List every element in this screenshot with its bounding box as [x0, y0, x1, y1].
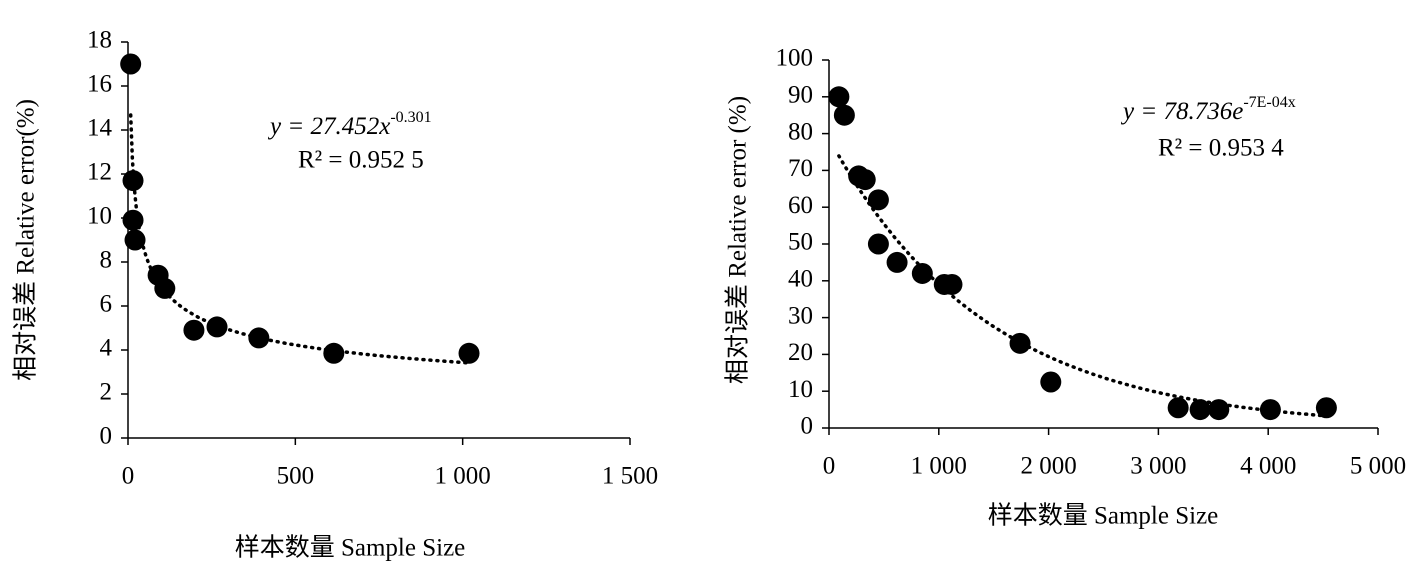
data-point	[206, 316, 228, 338]
equation-main: y = 78.736e	[1120, 98, 1243, 125]
y-tick-label: 80	[788, 118, 813, 145]
equation-main: y = 27.452x	[267, 113, 390, 140]
y-tick-label: 2	[100, 379, 113, 406]
y-tick-label: 0	[100, 423, 113, 450]
data-point	[867, 233, 889, 255]
y-tick-label: 18	[87, 27, 112, 54]
x-axis-label: 样本数量 Sample Size	[988, 502, 1219, 530]
data-point	[1167, 397, 1189, 419]
x-tick-label: 1 500	[602, 463, 658, 490]
y-tick-label: 10	[788, 376, 813, 403]
y-tick-label: 30	[788, 302, 813, 329]
equation: y = 27.452x-0.301	[267, 109, 432, 140]
data-point	[248, 327, 270, 349]
trendline	[837, 154, 1329, 418]
y-tick-label: 40	[788, 266, 813, 293]
y-tick-label: 6	[100, 291, 113, 318]
data-point	[833, 104, 855, 126]
y-tick-label: 10	[87, 203, 112, 230]
data-point	[867, 189, 889, 211]
data-point	[854, 169, 876, 191]
data-point	[1315, 397, 1337, 419]
y-tick-label: 14	[87, 115, 113, 142]
y-axis-label: 相对误差 Relative error(%)	[12, 99, 40, 381]
data-point	[1259, 399, 1281, 421]
y-tick-label: 0	[801, 413, 814, 440]
data-point	[120, 53, 142, 75]
data-point	[458, 342, 480, 364]
data-point	[1208, 399, 1230, 421]
y-tick-label: 16	[87, 71, 112, 98]
x-tick-label: 2 000	[1020, 453, 1076, 480]
data-point	[828, 86, 850, 108]
y-tick-label: 12	[87, 159, 112, 186]
data-point	[941, 273, 963, 295]
data-point	[886, 251, 908, 273]
equation-exponent: -0.301	[390, 109, 431, 126]
data-point	[183, 319, 205, 341]
x-tick-label: 4 000	[1240, 453, 1296, 480]
data-point	[911, 262, 933, 284]
x-tick-label: 5 000	[1350, 453, 1406, 480]
data-point	[1009, 332, 1031, 354]
y-tick-label: 4	[100, 335, 113, 362]
equation: y = 78.736e-7E-04x	[1120, 94, 1296, 125]
y-tick-label: 90	[788, 82, 813, 109]
x-tick-label: 1 000	[911, 453, 967, 480]
x-tick-label: 0	[122, 463, 135, 490]
x-axis-label: 样本数量 Sample Size	[235, 534, 466, 562]
data-point	[154, 277, 176, 299]
y-tick-label: 60	[788, 192, 813, 219]
y-tick-label: 50	[788, 229, 813, 256]
data-point	[124, 229, 146, 251]
data-point	[122, 209, 144, 231]
chart: 0 2 4 6 8 10 12 14 16 18 0 500 1 000 1 500 样本数量 Sample…	[12, 27, 658, 562]
y-tick-label: 8	[100, 247, 113, 274]
y-tick-label: 70	[788, 155, 813, 182]
y-axis-label: 相对误差 Relative error (%)	[724, 96, 752, 384]
x-tick-label: 500	[277, 463, 315, 490]
r-squared: R² = 0.952 5	[298, 147, 424, 174]
r-squared: R² = 0.953 4	[1158, 135, 1284, 162]
data-point	[323, 342, 345, 364]
chart: 0 10 20 30 40 50 60 70 80 90 100 0 1 000 2 000 3 000 4 …	[724, 45, 1406, 530]
trendline	[128, 113, 471, 365]
x-tick-label: 1 000	[435, 463, 491, 490]
y-tick-label: 20	[788, 339, 813, 366]
equation-exponent: -7E-04x	[1243, 94, 1295, 111]
data-point	[1189, 399, 1211, 421]
data-point	[1040, 371, 1062, 393]
x-tick-label: 3 000	[1130, 453, 1186, 480]
data-point	[122, 170, 144, 192]
y-tick-label: 100	[776, 45, 814, 72]
x-tick-label: 0	[823, 453, 836, 480]
